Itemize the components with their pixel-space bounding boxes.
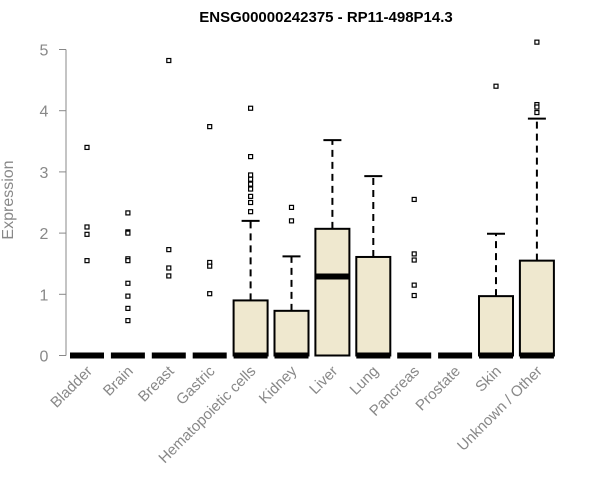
- y-axis: 0 1 2 3 4 5: [40, 43, 67, 366]
- outlier-point: [248, 209, 254, 215]
- box-group: [397, 196, 432, 359]
- box-group: [70, 144, 104, 359]
- outlier-point: [166, 273, 172, 279]
- x-tick-label: Lung: [347, 363, 383, 399]
- outlier-point: [411, 282, 417, 288]
- outlier-point: [166, 247, 172, 253]
- y-tick-label: 5: [40, 43, 49, 60]
- outlier-point: [411, 257, 417, 263]
- outlier-point: [125, 230, 131, 236]
- x-tick-label: Skin: [472, 363, 505, 396]
- box-body: [518, 259, 555, 357]
- box-group: [518, 39, 555, 359]
- outlier-point: [84, 144, 90, 151]
- chart-title: ENSG00000242375 - RP11-498P14.3: [199, 9, 453, 26]
- y-tick-label: 1: [40, 287, 49, 304]
- outlier-point: [493, 83, 499, 89]
- y-tick-label: 3: [40, 165, 49, 182]
- box-body: [355, 255, 392, 357]
- outlier-point: [248, 172, 254, 178]
- outlier-point: [411, 292, 417, 299]
- outlier-point: [84, 258, 90, 264]
- outlier-point: [288, 218, 295, 224]
- x-tick-label: Liver: [306, 363, 341, 398]
- outlier-point: [248, 176, 254, 182]
- outlier-point: [248, 186, 254, 192]
- y-axis-label: Expression: [0, 160, 17, 239]
- y-tick-label: 4: [40, 104, 49, 121]
- outlier-point: [534, 104, 540, 110]
- outlier-point: [248, 154, 254, 160]
- box-body: [314, 227, 351, 357]
- outlier-point: [411, 251, 417, 257]
- outlier-point: [248, 199, 254, 206]
- box-group: [232, 105, 269, 359]
- box-group: [192, 124, 227, 359]
- y-tick-label: 0: [40, 349, 49, 366]
- box-body: [478, 295, 514, 357]
- box-body: [273, 309, 310, 357]
- outlier-point: [84, 224, 90, 230]
- box-group: [273, 204, 310, 359]
- x-tick-label: Prostate: [412, 363, 464, 415]
- outlier-point: [125, 258, 131, 264]
- outlier-point: [125, 293, 131, 299]
- y-tick-label: 2: [40, 226, 49, 243]
- box-group: [314, 139, 351, 357]
- box-body: [232, 299, 269, 357]
- outlier-point: [207, 124, 213, 130]
- x-tick-label: Kidney: [256, 362, 301, 407]
- outlier-point: [125, 318, 131, 324]
- outlier-point: [166, 265, 172, 271]
- outlier-point: [248, 105, 254, 111]
- box-group: [478, 83, 514, 359]
- outlier-point: [534, 109, 540, 116]
- outlier-point: [207, 263, 213, 269]
- outlier-point: [207, 291, 213, 297]
- x-tick-label: Bladder: [47, 363, 96, 412]
- outlier-point: [534, 39, 540, 45]
- outlier-point: [248, 181, 254, 187]
- boxes-layer: [70, 39, 555, 359]
- outlier-point: [84, 231, 90, 237]
- outlier-point: [166, 57, 172, 64]
- box-group: [110, 210, 145, 359]
- outlier-point: [125, 305, 131, 311]
- x-tick-label: Breast: [135, 362, 178, 405]
- outlier-point: [248, 193, 254, 199]
- outlier-point: [288, 204, 295, 210]
- x-tick-label: Brain: [100, 363, 137, 400]
- box-group: [151, 57, 186, 359]
- outlier-point: [411, 196, 417, 203]
- outlier-point: [125, 210, 131, 216]
- outlier-point: [125, 280, 131, 286]
- box-group: [355, 175, 392, 359]
